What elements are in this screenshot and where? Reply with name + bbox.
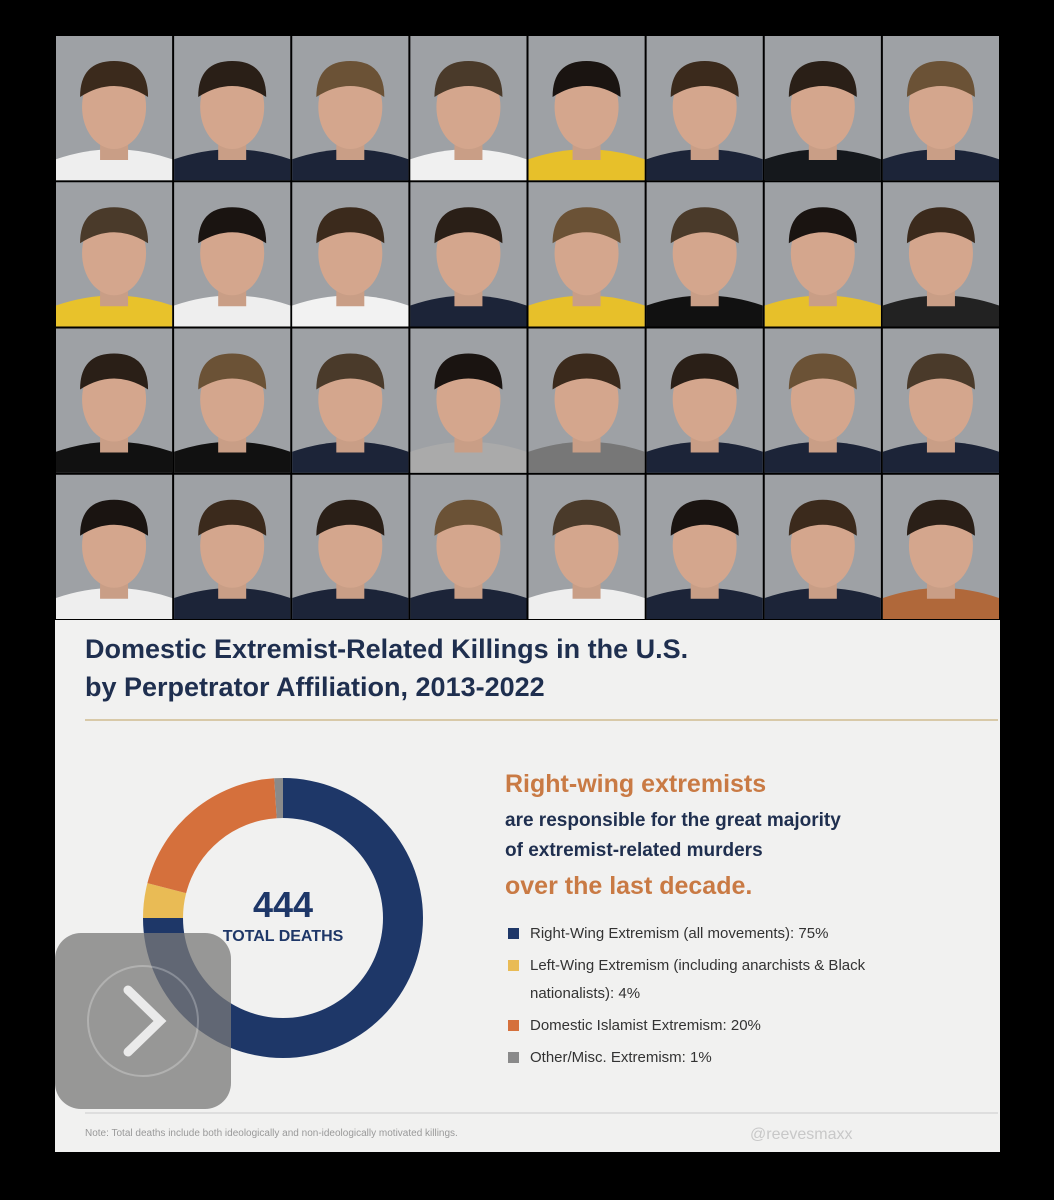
photo-shirt bbox=[764, 149, 881, 181]
callout-text: are responsible for the great majority bbox=[505, 810, 841, 831]
donut-slice bbox=[147, 778, 277, 894]
photo-hair bbox=[316, 61, 385, 97]
photo-hair bbox=[316, 353, 385, 390]
photo-shirt bbox=[646, 295, 763, 327]
photo-shirt bbox=[174, 149, 291, 181]
photo-shirt bbox=[292, 295, 409, 327]
photo-shirt bbox=[882, 588, 999, 619]
photo-hair bbox=[670, 499, 739, 536]
photo-shirt bbox=[56, 295, 173, 327]
photo-hair bbox=[906, 353, 975, 390]
photo-shirt bbox=[410, 588, 527, 619]
photo-hair bbox=[80, 61, 149, 97]
photo-hair bbox=[906, 61, 975, 97]
legend-swatch bbox=[508, 1052, 519, 1063]
photo-shirt bbox=[882, 295, 999, 327]
callout-text: of extremist-related murders bbox=[505, 840, 763, 861]
photo-shirt bbox=[764, 441, 881, 473]
photo-hair bbox=[198, 499, 267, 536]
callout-heading: Right-wing extremists bbox=[505, 770, 767, 798]
photo-shirt bbox=[764, 588, 881, 619]
legend-swatch bbox=[508, 960, 519, 971]
photo-shirt bbox=[56, 441, 173, 473]
photo-hair bbox=[670, 207, 739, 244]
photo-hair bbox=[80, 499, 149, 536]
photo-hair bbox=[788, 207, 857, 244]
photo-hair bbox=[80, 207, 149, 244]
legend-swatch bbox=[508, 928, 519, 939]
photo-hair bbox=[434, 499, 503, 536]
photo-shirt bbox=[56, 149, 173, 181]
photo-shirt bbox=[410, 295, 527, 327]
photo-hair bbox=[788, 353, 857, 390]
photo-hair bbox=[316, 499, 385, 536]
legend-label: Right-Wing Extremism (all movements): 75… bbox=[530, 925, 829, 942]
photo-hair bbox=[552, 207, 621, 244]
photo-shirt bbox=[528, 149, 645, 181]
photo-shirt bbox=[646, 149, 763, 181]
donut-slice bbox=[143, 883, 187, 918]
photo-shirt bbox=[292, 588, 409, 619]
photo-shirt bbox=[646, 588, 763, 619]
photo-shirt bbox=[528, 588, 645, 619]
donut-slice bbox=[274, 778, 283, 819]
legend-label: Left-Wing Extremism (including anarchist… bbox=[530, 957, 866, 1002]
callout-heading: over the last decade. bbox=[505, 872, 753, 900]
photo-hair bbox=[788, 61, 857, 97]
photo-hair bbox=[434, 353, 503, 390]
photo-hair bbox=[552, 353, 621, 390]
total-value: 444 bbox=[252, 884, 314, 925]
photo-shirt bbox=[528, 441, 645, 473]
photo-shirt bbox=[56, 588, 173, 619]
photo-hair bbox=[434, 61, 503, 97]
photo-hair bbox=[906, 499, 975, 536]
photo-hair bbox=[670, 353, 739, 390]
photo-shirt bbox=[882, 441, 999, 473]
legend-label: Other/Misc. Extremism: 1% bbox=[530, 1049, 712, 1066]
photo-shirt bbox=[410, 441, 527, 473]
total-label: TOTAL DEATHS bbox=[222, 928, 344, 945]
photo-shirt bbox=[174, 588, 291, 619]
photo-shirt bbox=[646, 441, 763, 473]
legend-swatch bbox=[508, 1020, 519, 1031]
photo-shirt bbox=[174, 295, 291, 327]
photo-shirt bbox=[410, 149, 527, 181]
photo-shirt bbox=[174, 441, 291, 473]
photo-hair bbox=[434, 207, 503, 244]
photo-hair bbox=[80, 353, 149, 390]
photo-hair bbox=[670, 61, 739, 97]
photo-hair bbox=[198, 61, 267, 97]
photo-shirt bbox=[528, 295, 645, 327]
legend-label: Domestic Islamist Extremism: 20% bbox=[530, 1017, 761, 1034]
photo-shirt bbox=[882, 149, 999, 181]
photo-hair bbox=[198, 207, 267, 244]
photo-hair bbox=[906, 207, 975, 244]
chart-title: Domestic Extremist-Related Killings in t… bbox=[85, 634, 689, 702]
photo-shirt bbox=[292, 149, 409, 181]
photo-hair bbox=[198, 353, 267, 390]
photo-hair bbox=[316, 207, 385, 244]
photo-shirt bbox=[764, 295, 881, 327]
photo-hair bbox=[552, 61, 621, 97]
note: Note: Total deaths include both ideologi… bbox=[85, 1128, 458, 1139]
watermark: @reevesmaxx bbox=[750, 1126, 853, 1143]
photo-hair bbox=[788, 499, 857, 536]
photo-hair bbox=[552, 499, 621, 536]
photo-shirt bbox=[292, 441, 409, 473]
